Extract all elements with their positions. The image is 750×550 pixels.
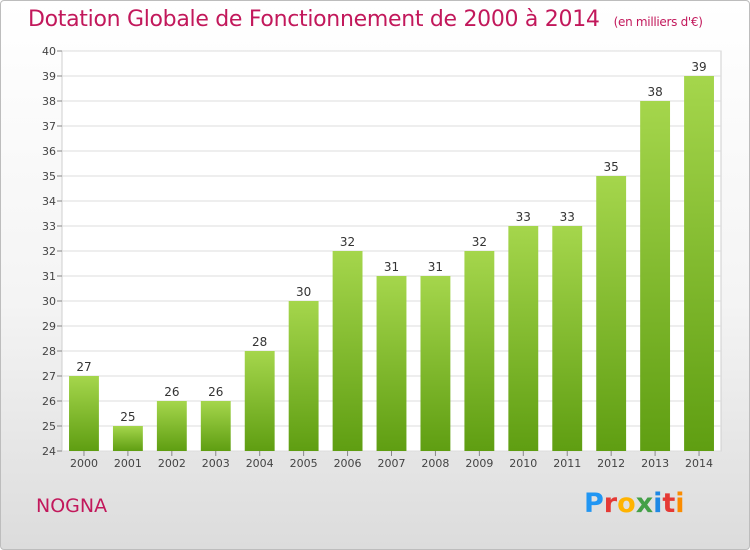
y-tick-label: 37: [42, 120, 56, 133]
x-tick-label: 2005: [290, 457, 318, 470]
logo-letter: P: [584, 488, 604, 519]
y-tick-label: 38: [42, 95, 56, 108]
y-tick-label: 28: [42, 345, 56, 358]
y-tick-label: 36: [42, 145, 56, 158]
y-tick-label: 35: [42, 170, 56, 183]
bar-value-label: 32: [340, 235, 355, 249]
x-tick-label: 2009: [465, 457, 493, 470]
y-tick-label: 34: [42, 195, 56, 208]
y-tick-label: 25: [42, 420, 56, 433]
bar-value-label: 31: [384, 260, 399, 274]
x-tick-label: 2010: [509, 457, 537, 470]
logo-letter: i: [653, 488, 663, 519]
x-tick-label: 2003: [202, 457, 230, 470]
x-tick-label: 2012: [597, 457, 625, 470]
x-tick-label: 2008: [421, 457, 449, 470]
x-tick-label: 2011: [553, 457, 581, 470]
logo-letter: i: [675, 488, 685, 519]
y-tick-label: 29: [42, 320, 56, 333]
y-tick-label: 30: [42, 295, 56, 308]
bar-value-label: 39: [691, 60, 706, 74]
y-tick-label: 33: [42, 220, 56, 233]
chart-title-text: Dotation Globale de Fonctionnement de 20…: [28, 7, 600, 32]
bar: [288, 301, 319, 451]
bar: [596, 176, 627, 451]
chart-subtitle: (en milliers d'€): [613, 15, 703, 29]
logo-letter: x: [635, 488, 654, 519]
y-tick-label: 39: [42, 70, 56, 83]
x-tick-label: 2004: [246, 457, 274, 470]
logo-letter: t: [662, 488, 676, 519]
bar: [464, 251, 495, 451]
bar-value-label: 28: [252, 335, 267, 349]
y-tick-label: 24: [42, 445, 56, 458]
logo-letter: r: [603, 488, 618, 519]
bar: [640, 101, 671, 451]
y-axis-ticks: 24 25 26 27 28 29 30 31 32 33 34 35 36 37 38 39 40: [42, 45, 62, 458]
logo-letter: o: [617, 488, 636, 519]
bar-value-label: 31: [428, 260, 443, 274]
x-tick-label: 2002: [158, 457, 186, 470]
bar: [156, 401, 187, 451]
bar: [332, 251, 363, 451]
x-tick-label: 2007: [378, 457, 406, 470]
x-tick-label: 2001: [114, 457, 142, 470]
bar: [508, 226, 539, 451]
y-tick-label: 31: [42, 270, 56, 283]
bar: [200, 401, 231, 451]
bar-value-label: 33: [560, 210, 575, 224]
bar: [684, 76, 714, 451]
bar-value-label: 26: [164, 385, 179, 399]
x-tick-label: 2013: [641, 457, 669, 470]
bar-value-label: 32: [472, 235, 487, 249]
y-tick-label: 27: [42, 370, 56, 383]
commune-name: NOGNA: [36, 495, 108, 517]
bar: [69, 376, 99, 451]
y-tick-label: 40: [42, 45, 56, 58]
bar: [376, 276, 407, 451]
x-tick-label: 2000: [70, 457, 98, 470]
proxiti-logo: Proxiti: [584, 488, 685, 519]
bars: [69, 76, 714, 451]
bar-value-label: 38: [647, 85, 662, 99]
bar-value-label: 27: [76, 360, 91, 374]
chart-title: Dotation Globale de Fonctionnement de 20…: [28, 7, 703, 32]
bar: [244, 351, 275, 451]
value-labels: 27 25 26 26 28 30 32 31 31 32 33 33 35 38 39: [76, 60, 706, 424]
bar-value-label: 26: [208, 385, 223, 399]
bar-value-label: 30: [296, 285, 311, 299]
x-tick-label: 2006: [334, 457, 362, 470]
bar: [112, 426, 143, 451]
bar-value-label: 35: [604, 160, 619, 174]
y-tick-label: 26: [42, 395, 56, 408]
bar: [552, 226, 583, 451]
bar-value-label: 25: [120, 410, 135, 424]
bar: [420, 276, 451, 451]
x-axis-ticks: 2000 2001 2002 2003 2004 2005 2006 2007 2008 2009…: [70, 451, 713, 470]
x-tick-label: 2014: [685, 457, 713, 470]
y-tick-label: 32: [42, 245, 56, 258]
bar-value-label: 33: [516, 210, 531, 224]
